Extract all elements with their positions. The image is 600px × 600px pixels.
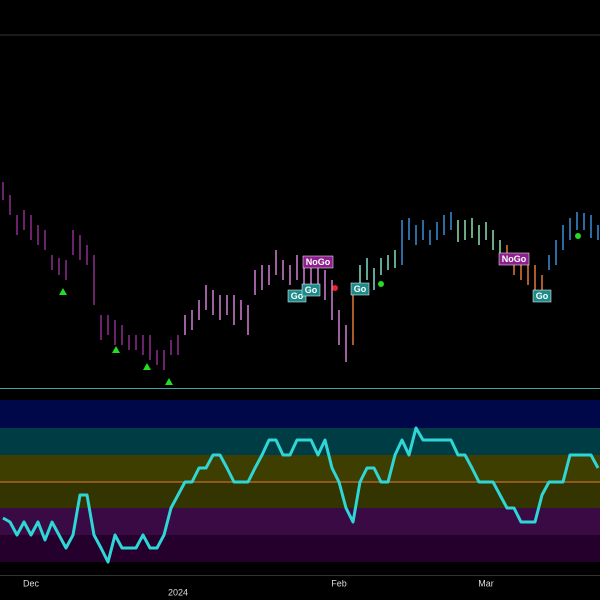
go-dot xyxy=(378,281,384,287)
go-triangle xyxy=(143,363,151,370)
oscillator-zones xyxy=(0,400,600,562)
oscillator-zone xyxy=(0,508,600,535)
go-triangle xyxy=(112,346,120,353)
nogo-dot xyxy=(332,285,338,291)
signal-label-box xyxy=(302,255,334,269)
x-tick-label: Feb xyxy=(331,578,347,588)
x-tick-label: Dec xyxy=(23,578,40,588)
signal-label: Go xyxy=(536,291,549,301)
signal-label-box xyxy=(498,252,530,266)
oscillator-zone xyxy=(0,535,600,562)
signal-label-box xyxy=(532,289,552,303)
signal-label: NoGo xyxy=(502,254,527,264)
signal-label: Go xyxy=(291,291,304,301)
oscillator-line xyxy=(2,426,600,564)
signal-label-box xyxy=(301,283,321,297)
go-dot xyxy=(575,233,581,239)
oscillator-zone xyxy=(0,455,600,482)
go-triangle xyxy=(165,378,173,385)
oscillator-zone xyxy=(0,400,600,428)
signal-markers xyxy=(59,233,581,385)
signal-label: Go xyxy=(305,285,318,295)
signal-label: Go xyxy=(354,284,367,294)
x-tick-label: Mar xyxy=(478,578,494,588)
signal-label: NoGo xyxy=(306,257,331,267)
x-tick-label: 2024 xyxy=(168,587,188,597)
go-triangle xyxy=(59,288,67,295)
signal-label-box xyxy=(350,282,370,296)
